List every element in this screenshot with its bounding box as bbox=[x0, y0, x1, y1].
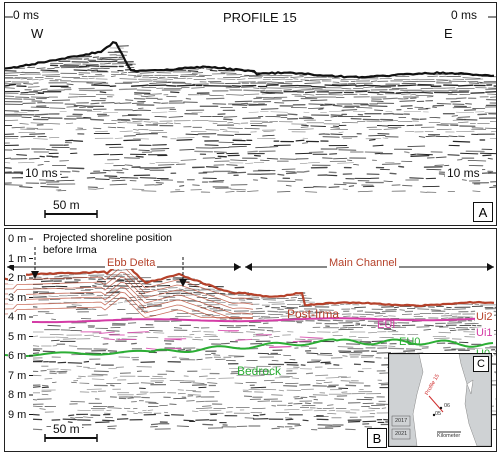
inset-year-2021: 2021 bbox=[395, 431, 408, 437]
inset-scale-label: Kilometer bbox=[437, 433, 461, 439]
panel-letter-c: C bbox=[473, 356, 489, 372]
ui2-label: Ui2 bbox=[475, 311, 494, 323]
scale-label-a: 50 m bbox=[51, 198, 82, 212]
main-channel-label: Main Channel bbox=[327, 257, 399, 269]
inset-map-graphic bbox=[389, 354, 491, 446]
depth-label: 9 m bbox=[8, 408, 27, 421]
inset-point-06: 06 bbox=[444, 403, 451, 409]
depth-label: 1 m bbox=[8, 252, 27, 265]
bottom-right-time-label: 10 ms bbox=[445, 166, 482, 180]
panel-letter-b: B bbox=[367, 428, 387, 448]
panel-b: Projected shoreline position before Irma… bbox=[4, 228, 497, 452]
bottom-left-time-label: 10 ms bbox=[23, 166, 60, 180]
depth-label: 6 m bbox=[8, 350, 27, 362]
post-irma-label: Post-Irma bbox=[287, 307, 340, 321]
location-inset-map: Profile 15 06 05 2017 2021 Kilometer C bbox=[388, 353, 492, 447]
seismic-profile-a bbox=[5, 16, 496, 218]
inset-point-05: 05 bbox=[435, 411, 442, 417]
top-left-time-label: 0 ms bbox=[13, 8, 40, 22]
seismic-profile-b bbox=[5, 238, 496, 442]
panel-letter-a: A bbox=[473, 202, 493, 222]
eui-label: EUI bbox=[377, 319, 396, 331]
bedrock-label: Bedrock bbox=[237, 364, 282, 378]
panel-a: 0 ms PROFILE 15 0 ms W E 10 ms 10 ms 50 … bbox=[4, 2, 497, 226]
ebb-delta-label: Ebb Delta bbox=[105, 257, 158, 269]
west-label: W bbox=[31, 26, 44, 41]
depth-label: 4 m bbox=[8, 311, 27, 323]
depth-label: 8 m bbox=[8, 389, 27, 401]
eu0-label: EU0 bbox=[399, 336, 421, 348]
top-right-time-label: 0 ms bbox=[451, 8, 478, 22]
ui1-label: Ui1 bbox=[475, 327, 494, 339]
inset-year-2017: 2017 bbox=[395, 418, 408, 424]
east-label: E bbox=[444, 26, 453, 41]
depth-label: 5 m bbox=[8, 330, 27, 343]
depth-label: 0 m bbox=[8, 233, 27, 245]
profile-title: PROFILE 15 bbox=[223, 10, 297, 25]
depth-label: 7 m bbox=[8, 369, 27, 382]
depth-label: 3 m bbox=[8, 291, 27, 304]
depth-label: 2 m bbox=[8, 272, 27, 284]
shoreline-note: Projected shoreline position before Irma bbox=[43, 232, 193, 257]
scale-label-b: 50 m bbox=[51, 422, 82, 436]
